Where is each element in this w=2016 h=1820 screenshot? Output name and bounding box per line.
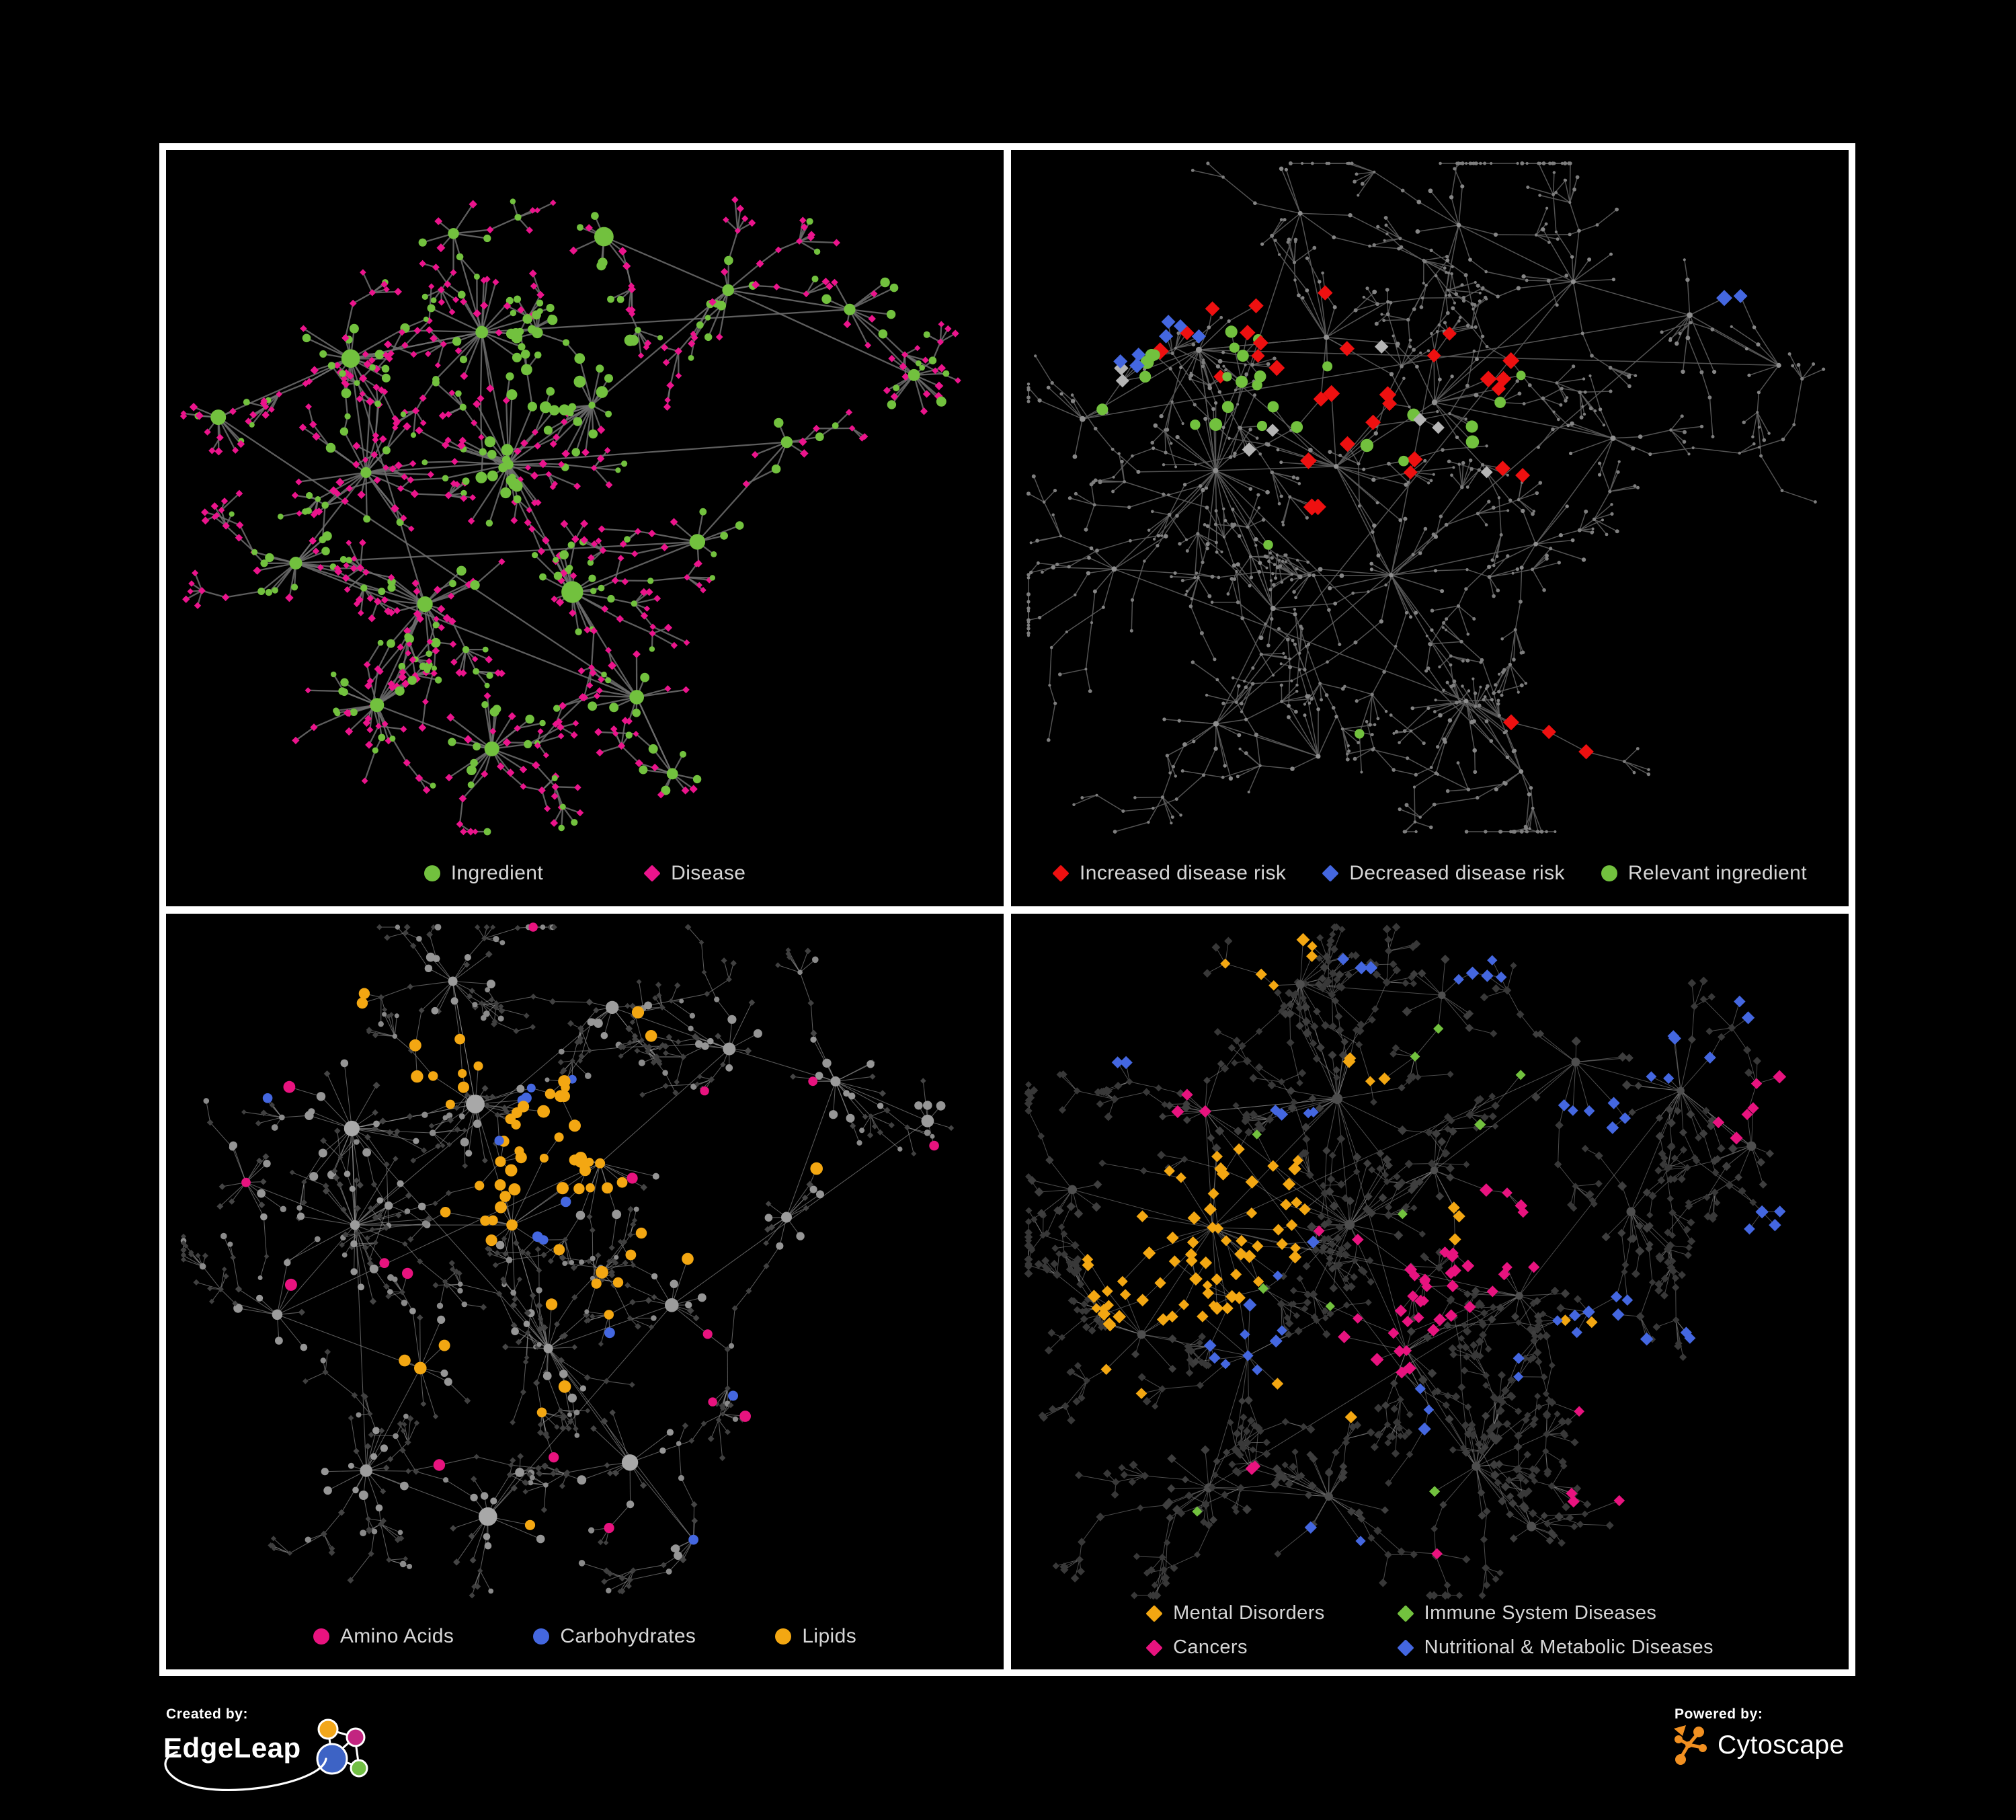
legend-disease-risk: Increased disease risk Decreased disease … [1011,862,1849,885]
legend-label: Increased disease risk [1080,861,1287,884]
edgeleap-brand-row: EdgeLeap [159,1718,448,1786]
network-graph-ingredient-disease [179,196,961,836]
legend-item: Lipids [775,1625,856,1648]
legend-label: Immune System Diseases [1424,1602,1657,1624]
legend-label: Ingredient [450,861,544,884]
panel-disease-risk: Increased disease risk Decreased disease … [1011,150,1849,906]
legend-item: Decreased disease risk [1322,862,1565,885]
diamond-swatch [1396,1638,1414,1657]
diamond-swatch [1322,864,1340,882]
created-by-label: Created by: [166,1706,249,1722]
circle-swatch [1601,865,1617,881]
cytoscape-brand: Cytoscape [1718,1731,1845,1759]
edgeleap-node-orange [317,1718,339,1740]
legend-item: Cancers [1145,1636,1248,1659]
edgeleap-node-magenta [346,1727,366,1747]
network-graph-disease-classes [1024,922,1787,1599]
edgeleap-brand: EdgeLeap [163,1732,301,1764]
network-graph-nutrient-classes [180,922,955,1598]
legend-item: Relevant ingredient [1601,862,1807,885]
legend-label: Carbohydrates [560,1625,696,1647]
legend-item: Ingredient [424,862,543,885]
circle-swatch [424,865,440,881]
panel-disease-classes: Mental Disorders Immune System Diseases Ca… [1011,913,1849,1669]
edgeleap-node-green [350,1759,368,1778]
circle-swatch [313,1628,329,1645]
legend-label: Lipids [802,1625,857,1647]
legend-label: Mental Disorders [1173,1602,1325,1624]
circle-swatch [775,1628,792,1645]
legend-item: Carbohydrates [533,1625,696,1648]
cytoscape-brand-row: Cytoscape [1672,1724,1853,1767]
edgeleap-node-blue [316,1743,348,1775]
diamond-swatch [1052,864,1070,882]
legend-item: Immune System Diseases [1396,1602,1657,1624]
legend-label: Nutritional & Metabolic Diseases [1424,1636,1713,1658]
legend-item: Disease [643,861,746,885]
circle-swatch [533,1628,550,1645]
panel-ingredient-disease: Ingredient Disease [166,150,1004,906]
legend-label: Disease [671,861,746,884]
panel-nutrient-classes: Amino Acids Carbohydrates Lipids [166,913,1004,1669]
powered-by-label: Powered by: [1675,1706,1763,1722]
created-by-block: Created by: EdgeLeap [159,1706,448,1817]
diamond-swatch [643,864,661,882]
legend-label: Amino Acids [339,1625,454,1647]
legend-item: Mental Disorders [1145,1602,1325,1624]
legend-label: Relevant ingredient [1627,861,1807,884]
legend-label: Decreased disease risk [1349,861,1565,884]
cytoscape-logo-icon [1674,1725,1707,1765]
legend-item: Amino Acids [313,1625,454,1648]
powered-by-block: Powered by: Cytoscape [1672,1706,1853,1767]
legend-ingredient-disease: Ingredient Disease [166,862,1004,885]
legend-disease-classes: Mental Disorders Immune System Diseases Ca… [1011,1602,1849,1659]
legend-item: Nutritional & Metabolic Diseases [1396,1636,1713,1659]
diamond-swatch [1145,1604,1163,1622]
four-panel-frame: Ingredient Disease Increased disease risk… [159,143,1855,1676]
diamond-swatch [1145,1638,1163,1657]
legend-item: Increased disease risk [1052,861,1287,885]
edgeleap-logo-icon [316,1718,368,1778]
legend-nutrient-classes: Amino Acids Carbohydrates Lipids [166,1625,1004,1648]
network-graph-disease-risk [1026,161,1826,834]
legend-label: Cancers [1173,1636,1248,1658]
diamond-swatch [1396,1604,1414,1622]
